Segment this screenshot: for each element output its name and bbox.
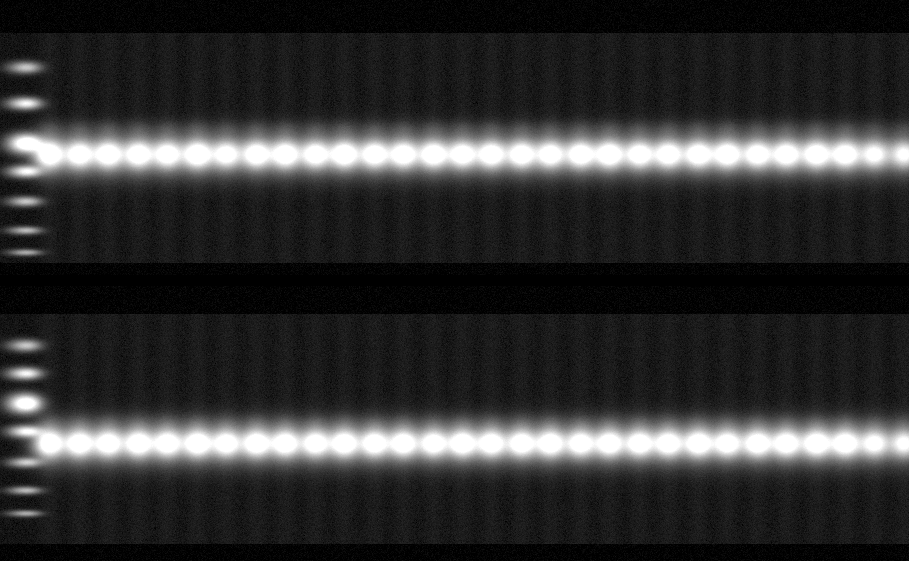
Bar <box>0 275 909 286</box>
